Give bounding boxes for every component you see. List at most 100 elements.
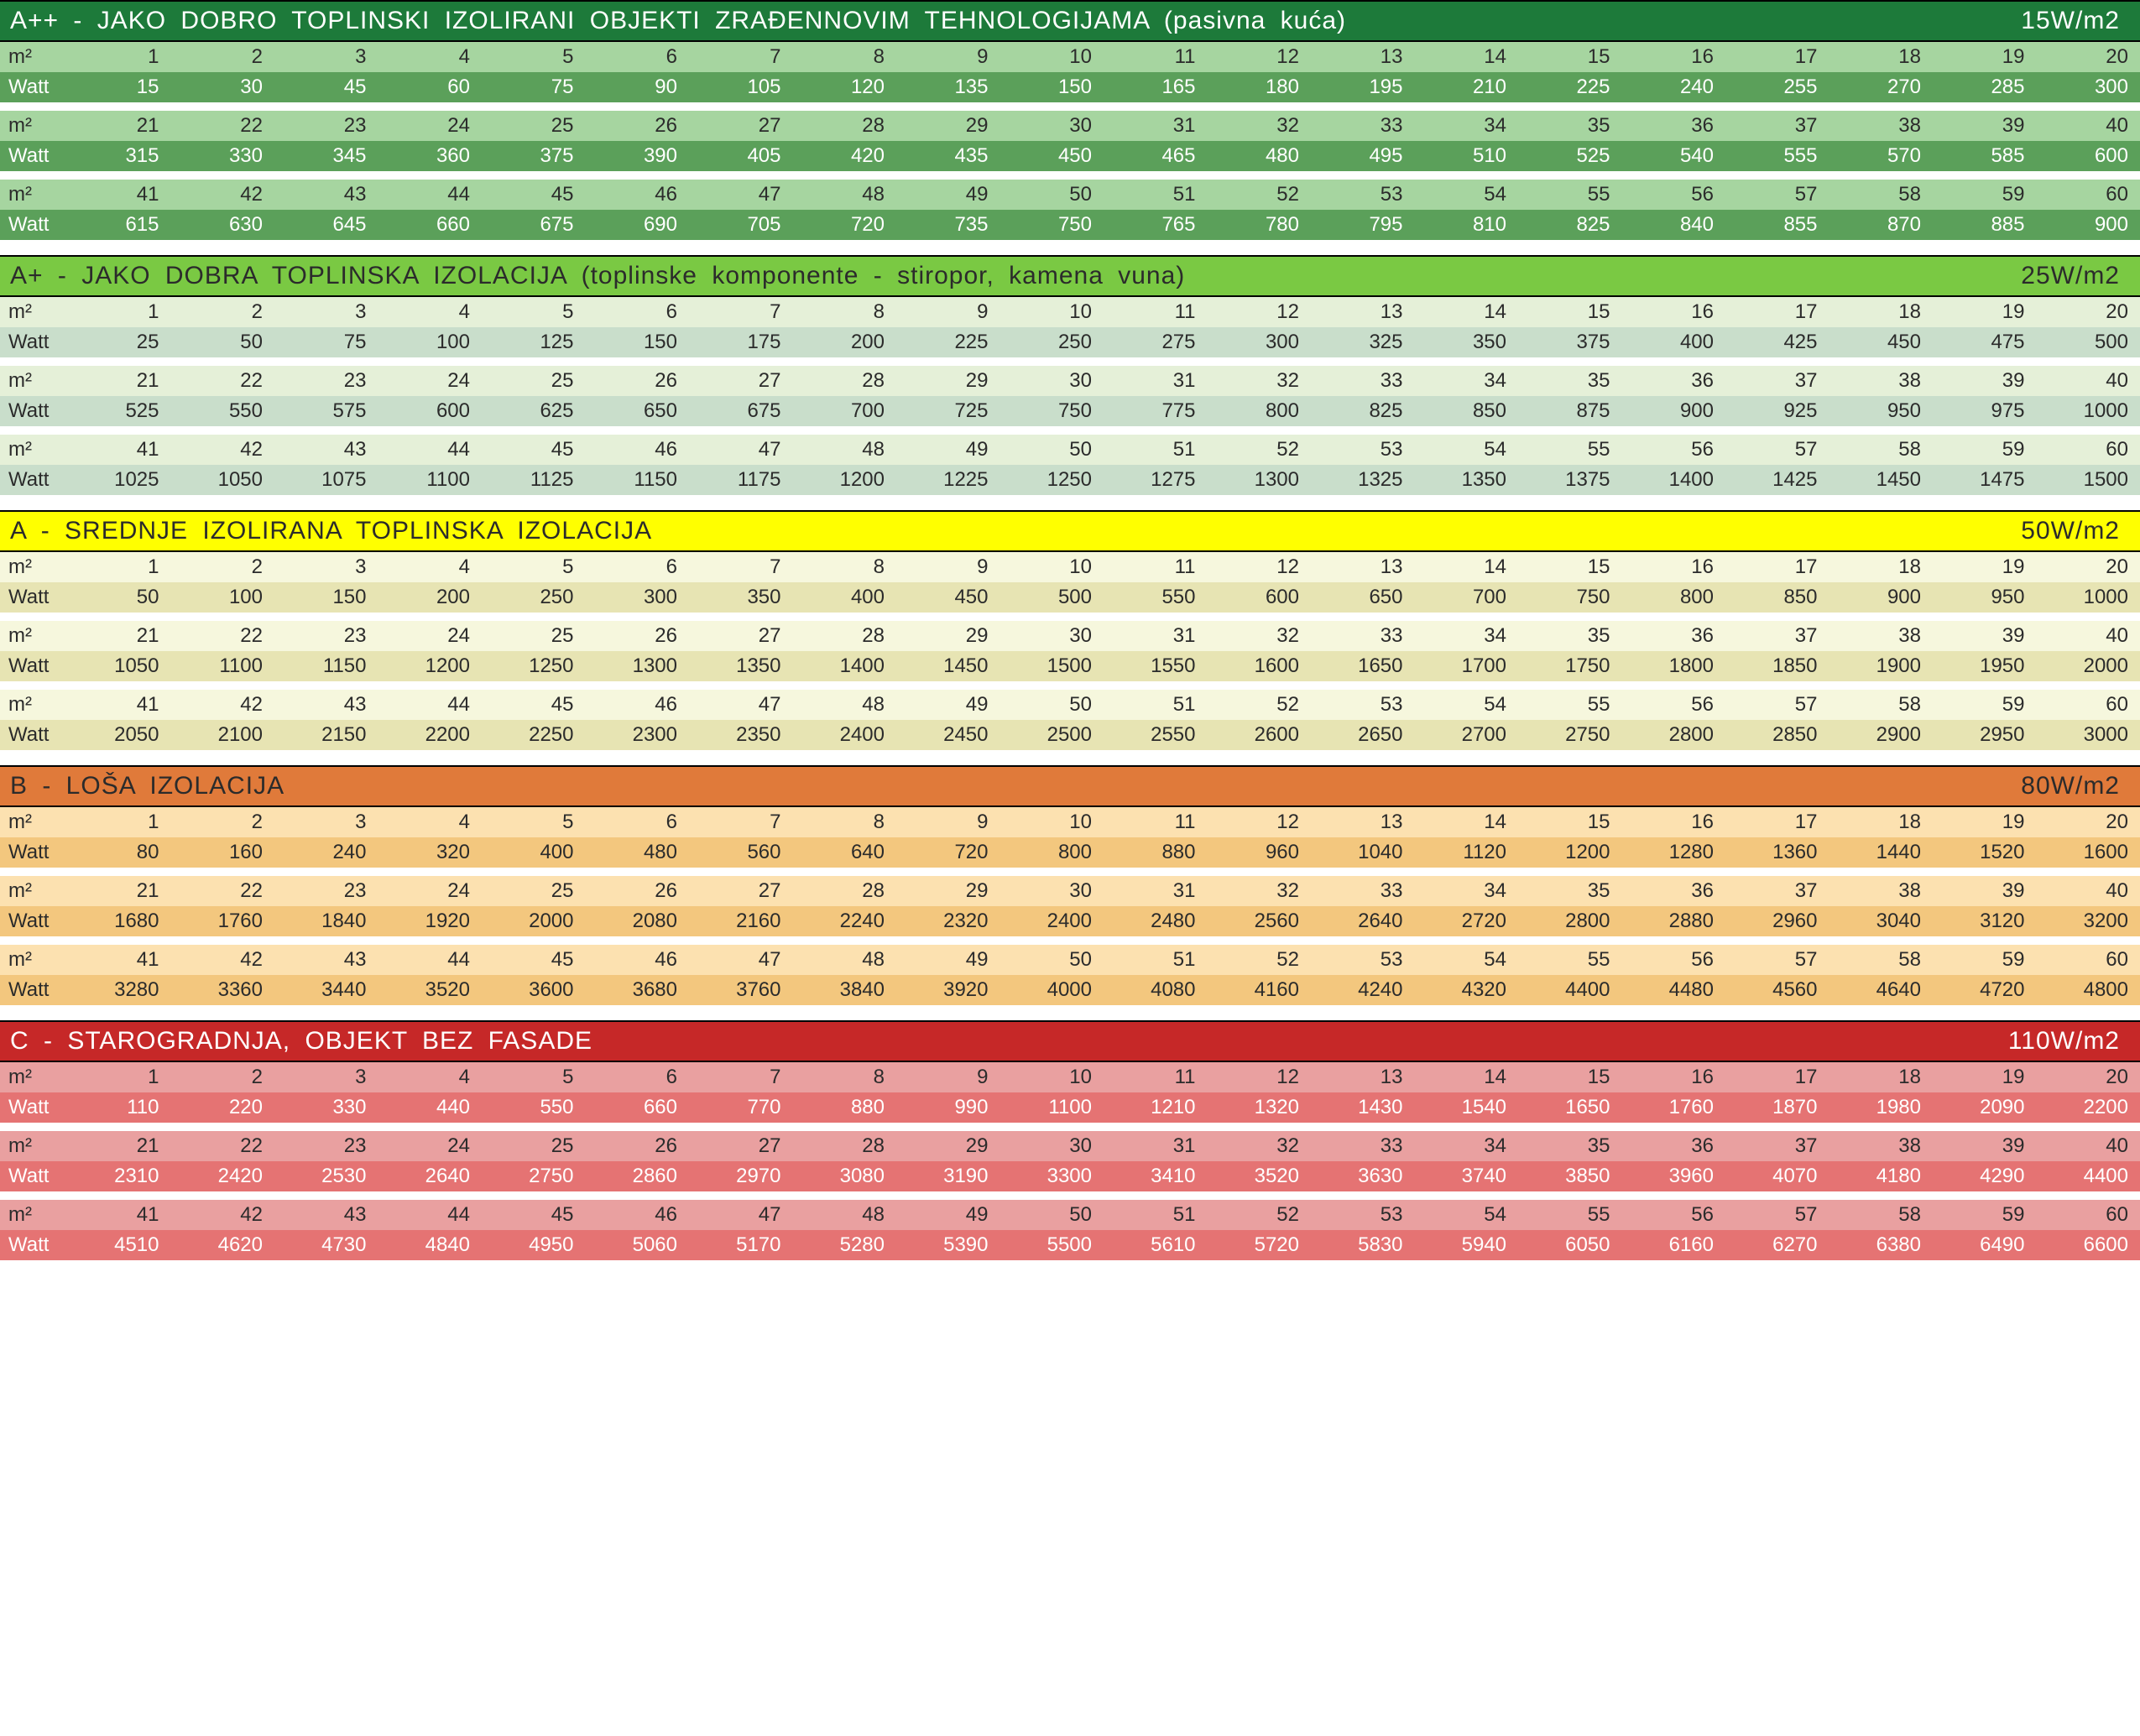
m2-cell: 23: [274, 111, 378, 141]
watt-cell: 3630: [1311, 1161, 1415, 1191]
m2-cell: 4: [378, 42, 483, 72]
watt-cell: 75: [274, 327, 378, 357]
m2-cell: 58: [1829, 180, 1934, 210]
section-title: A++ - JAKO DOBRO TOPLINSKI IZOLIRANI OBJ…: [10, 7, 2021, 35]
m2-cell: 25: [482, 1131, 586, 1161]
m2-cell: 16: [1622, 807, 1726, 837]
watt-cell: 1475: [1933, 465, 2037, 495]
watt-cell: 480: [586, 837, 690, 868]
watt-cell: 2450: [896, 720, 1000, 750]
m2-cell: 2: [171, 1062, 275, 1092]
watt-cell: 1500: [2037, 465, 2140, 495]
watt-cell: 1225: [896, 465, 1000, 495]
watt-cell: 2850: [1725, 720, 1829, 750]
watt-cell: 1100: [171, 651, 275, 681]
watt-cell: 250: [1000, 327, 1104, 357]
m2-cell: 35: [1518, 876, 1622, 906]
watt-cell: 2300: [586, 720, 690, 750]
watt-cell: 640: [793, 837, 897, 868]
m2-cell: 53: [1311, 1200, 1415, 1230]
watt-cell: 6380: [1829, 1230, 1934, 1260]
watt-cell: 5830: [1311, 1230, 1415, 1260]
m2-cell: 26: [586, 876, 690, 906]
watt-cell: 3760: [689, 975, 793, 1005]
m2-cell: 3: [274, 552, 378, 582]
m2-cell: 21: [67, 1131, 171, 1161]
watt-cell: 4840: [378, 1230, 483, 1260]
watt-cell: 3520: [1208, 1161, 1312, 1191]
watt-cell: 795: [1311, 210, 1415, 240]
m2-cell: 42: [171, 180, 275, 210]
data-block: m²1234567891011121314151617181920Watt110…: [0, 1062, 2140, 1123]
m2-row: m²1234567891011121314151617181920: [0, 552, 2140, 582]
watt-cell: 315: [67, 141, 171, 171]
m2-cell: 3: [274, 807, 378, 837]
m2-cell: 54: [1415, 690, 1519, 720]
watt-cell: 570: [1829, 141, 1934, 171]
m2-cell: 42: [171, 435, 275, 465]
watt-cell: 1400: [1622, 465, 1726, 495]
watt-cell: 600: [378, 396, 483, 426]
watt-cell: 1500: [1000, 651, 1104, 681]
watt-cell: 1760: [171, 906, 275, 936]
m2-cell: 60: [2037, 1200, 2140, 1230]
watt-cell: 3360: [171, 975, 275, 1005]
m2-cell: 17: [1725, 42, 1829, 72]
watt-cell: 3190: [896, 1161, 1000, 1191]
data-block: m²41424344454647484950515253545556575859…: [0, 690, 2140, 750]
m2-cell: 52: [1208, 180, 1312, 210]
watt-cell: 1250: [1000, 465, 1104, 495]
watt-cell: 150: [1000, 72, 1104, 102]
m2-cell: 4: [378, 807, 483, 837]
m2-cell: 1: [67, 42, 171, 72]
watt-cell: 5610: [1104, 1230, 1208, 1260]
m2-cell: 50: [1000, 180, 1104, 210]
m2-cell: 41: [67, 1200, 171, 1230]
m2-cell: 44: [378, 690, 483, 720]
m2-cell: 14: [1415, 1062, 1519, 1092]
m2-cell: 24: [378, 876, 483, 906]
m2-cell: 2: [171, 297, 275, 327]
m2-cell: 48: [793, 945, 897, 975]
m2-cell: 41: [67, 435, 171, 465]
watt-cell: 6160: [1622, 1230, 1726, 1260]
watt-cell: 270: [1829, 72, 1934, 102]
m2-cell: 55: [1518, 690, 1622, 720]
watt-cell: 105: [689, 72, 793, 102]
m2-row: m²41424344454647484950515253545556575859…: [0, 435, 2140, 465]
m2-cell: 37: [1725, 366, 1829, 396]
m2-cell: 46: [586, 180, 690, 210]
m2-cell: 7: [689, 42, 793, 72]
m2-cell: 15: [1518, 1062, 1622, 1092]
m2-cell: 8: [793, 552, 897, 582]
m2-cell: 47: [689, 435, 793, 465]
m2-cell: 8: [793, 807, 897, 837]
watt-cell: 3200: [2037, 906, 2140, 936]
m2-cell: 37: [1725, 876, 1829, 906]
watt-cell: 4730: [274, 1230, 378, 1260]
watt-label: Watt: [0, 1230, 67, 1260]
m2-cell: 50: [1000, 435, 1104, 465]
m2-cell: 35: [1518, 1131, 1622, 1161]
watt-cell: 50: [171, 327, 275, 357]
watt-cell: 3280: [67, 975, 171, 1005]
m2-row: m²1234567891011121314151617181920: [0, 42, 2140, 72]
watt-cell: 330: [274, 1092, 378, 1123]
m2-cell: 20: [2037, 552, 2140, 582]
section-watt-per-m2: 110W/m2: [2008, 1027, 2130, 1056]
watt-cell: 200: [793, 327, 897, 357]
watt-cell: 555: [1725, 141, 1829, 171]
m2-label: m²: [0, 945, 67, 975]
watt-cell: 1120: [1415, 837, 1519, 868]
m2-cell: 15: [1518, 807, 1622, 837]
watt-cell: 15: [67, 72, 171, 102]
m2-cell: 58: [1829, 435, 1934, 465]
m2-cell: 11: [1104, 807, 1208, 837]
m2-cell: 56: [1622, 690, 1726, 720]
watt-cell: 345: [274, 141, 378, 171]
watt-cell: 560: [689, 837, 793, 868]
watt-cell: 2310: [67, 1161, 171, 1191]
watt-cell: 110: [67, 1092, 171, 1123]
m2-cell: 44: [378, 945, 483, 975]
watt-cell: 1075: [274, 465, 378, 495]
